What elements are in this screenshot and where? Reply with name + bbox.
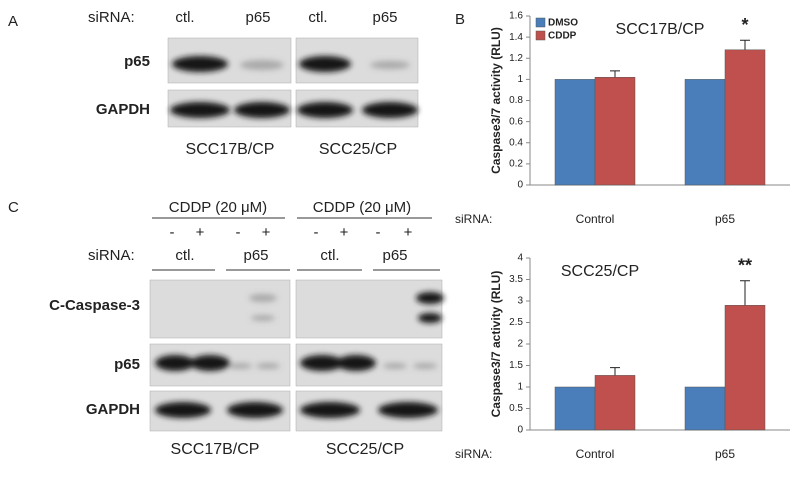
y-tick-label: 0.8	[509, 95, 523, 106]
lane-label: ctl.	[308, 9, 327, 26]
sign: +	[404, 224, 413, 241]
cell-line: SCC25/CP	[326, 441, 404, 458]
chart-title: SCC17B/CP	[616, 21, 705, 38]
cell-line: SCC25/CP	[319, 141, 397, 158]
error-bar	[610, 70, 620, 78]
bar	[554, 79, 596, 186]
cell-line: SCC17B/CP	[171, 441, 260, 458]
x-axis-label: siRNA:	[455, 212, 492, 226]
row-label: GAPDH	[96, 101, 150, 118]
sign: -	[170, 224, 175, 241]
legend-swatch	[535, 30, 546, 41]
y-tick-label: 1.6	[509, 11, 523, 22]
x-tick-label: Control	[576, 447, 615, 461]
y-tick-label: 3.5	[509, 274, 523, 285]
y-tick-label: 1.2	[509, 53, 523, 64]
error-bar	[610, 367, 620, 376]
y-tick-label: 1	[517, 74, 523, 85]
panel-label: C	[8, 199, 19, 216]
row-label: p65	[124, 53, 150, 70]
lane-label: ctl.	[320, 247, 339, 264]
lane-label: ctl.	[175, 247, 194, 264]
x-axis-label: siRNA:	[455, 447, 492, 461]
y-tick-label: 0	[517, 425, 523, 436]
y-axis-label: Caspase3/7 activity (RLU)	[489, 271, 503, 418]
y-tick-label: 1.4	[509, 32, 523, 43]
y-tick-label: 1.5	[509, 360, 523, 371]
sign: +	[340, 224, 349, 241]
y-tick-label: 3	[517, 296, 523, 307]
panel-label: A	[8, 13, 18, 30]
lane-label: ctl.	[175, 9, 194, 26]
legend-swatch	[535, 17, 546, 28]
bar	[594, 77, 636, 186]
row-label: p65	[114, 356, 140, 373]
y-tick-label: 0	[517, 180, 523, 191]
bar	[724, 49, 766, 186]
y-tick-label: 0.6	[509, 116, 523, 127]
bar	[724, 305, 766, 431]
cell-line: SCC17B/CP	[186, 141, 275, 158]
y-tick-label: 0.4	[509, 137, 523, 148]
legend-label: DMSO	[548, 18, 578, 29]
annotation: *	[741, 15, 748, 35]
x-tick-label: p65	[715, 212, 735, 226]
annotation: **	[738, 256, 752, 276]
x-tick-label: Control	[576, 212, 615, 226]
treatment-label: CDDP (20 μM)	[313, 199, 411, 216]
sirna-label: siRNA:	[88, 9, 135, 26]
y-tick-label: 2	[517, 339, 523, 350]
treatment-label: CDDP (20 μM)	[169, 199, 267, 216]
y-tick-label: 1	[517, 382, 523, 393]
y-tick-label: 0.2	[509, 159, 523, 170]
panel-label: B	[455, 11, 465, 28]
lane-label: p65	[243, 247, 268, 264]
y-tick-label: 2.5	[509, 317, 523, 328]
bar	[684, 79, 726, 186]
y-axis-label: Caspase3/7 activity (RLU)	[489, 27, 503, 174]
sign: +	[196, 224, 205, 241]
sign: -	[314, 224, 319, 241]
y-tick-label: 0.5	[509, 403, 523, 414]
blot-images	[167, 37, 419, 128]
x-tick-label: p65	[715, 447, 735, 461]
lane-label: p65	[372, 9, 397, 26]
legend-label: CDDP	[548, 31, 577, 42]
row-label: GAPDH	[86, 401, 140, 418]
row-label: C-Caspase-3	[49, 297, 140, 314]
dividers	[152, 217, 440, 271]
sign: -	[236, 224, 241, 241]
bar	[554, 386, 596, 431]
blot-images	[149, 279, 444, 432]
error-bar	[740, 280, 750, 306]
sign: +	[262, 224, 271, 241]
chart-title: SCC25/CP	[561, 263, 639, 280]
y-tick-label: 4	[517, 253, 523, 264]
bar	[594, 375, 636, 431]
error-bar	[740, 39, 750, 50]
sirna-label: siRNA:	[88, 247, 135, 264]
sign: -	[376, 224, 381, 241]
lane-label: p65	[382, 247, 407, 264]
bar	[684, 386, 726, 431]
lane-label: p65	[245, 9, 270, 26]
